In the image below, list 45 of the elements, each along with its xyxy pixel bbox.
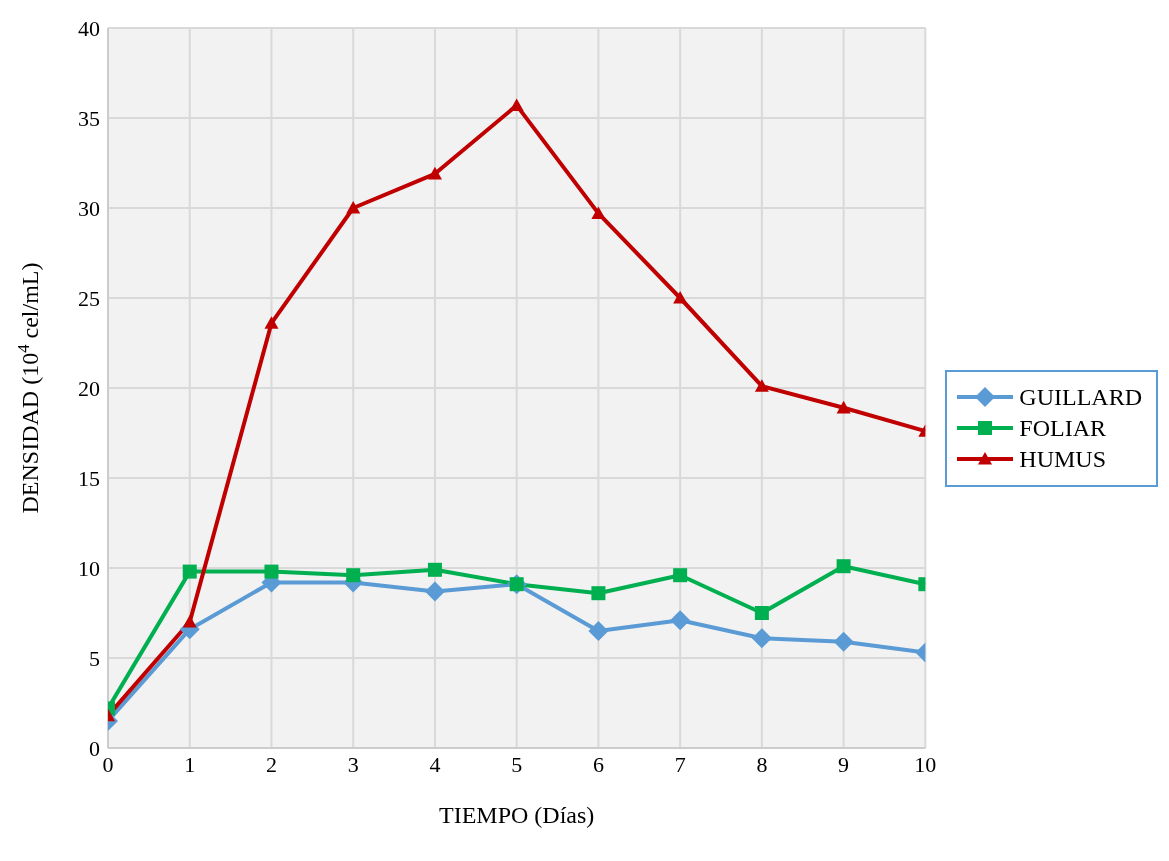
y-tick-label: 10 bbox=[78, 555, 100, 581]
legend-label: FOLIAR bbox=[1019, 414, 1107, 442]
point bbox=[346, 568, 361, 583]
y-tick-label: 25 bbox=[78, 285, 100, 311]
point bbox=[591, 586, 606, 601]
x-axis-title: TIEMPO (Días) bbox=[439, 802, 595, 828]
point bbox=[588, 621, 609, 641]
x-tick-label: 6 bbox=[592, 751, 604, 777]
point bbox=[591, 206, 606, 219]
x-tick-label: 7 bbox=[674, 751, 686, 777]
y-tick-label: 35 bbox=[78, 105, 100, 131]
y-tick-label: 30 bbox=[78, 195, 100, 221]
point bbox=[754, 379, 769, 392]
legend-label: GUILLARD bbox=[1019, 383, 1142, 411]
point bbox=[424, 581, 445, 602]
point bbox=[427, 166, 442, 180]
y-tick-label: 15 bbox=[78, 465, 100, 491]
point bbox=[673, 568, 688, 583]
legend-label: HUMUS bbox=[1019, 445, 1107, 473]
point bbox=[264, 316, 279, 329]
point bbox=[754, 606, 769, 620]
point bbox=[836, 559, 851, 574]
x-tick-label: 8 bbox=[756, 751, 768, 777]
point bbox=[670, 610, 691, 631]
point bbox=[182, 615, 197, 628]
point bbox=[182, 564, 197, 579]
x-tick-label: 3 bbox=[347, 751, 359, 777]
y-tick-label: 5 bbox=[89, 645, 100, 671]
point bbox=[346, 201, 361, 214]
point bbox=[427, 562, 442, 577]
x-tick-label: 2 bbox=[265, 751, 277, 777]
point bbox=[833, 631, 854, 652]
x-tick-label: 5 bbox=[511, 751, 523, 777]
point bbox=[751, 628, 772, 649]
point bbox=[509, 98, 524, 111]
x-tick-label: 4 bbox=[429, 751, 441, 777]
x-tick-label: 10 bbox=[914, 751, 937, 777]
y-tick-label: 0 bbox=[89, 735, 100, 761]
x-tick-label: 9 bbox=[838, 751, 850, 777]
point bbox=[836, 400, 851, 414]
x-tick-label: 1 bbox=[184, 751, 196, 777]
point bbox=[673, 291, 688, 304]
y-tick-label: 40 bbox=[78, 15, 100, 41]
y-tick-label: 20 bbox=[78, 375, 100, 401]
point bbox=[264, 564, 279, 579]
